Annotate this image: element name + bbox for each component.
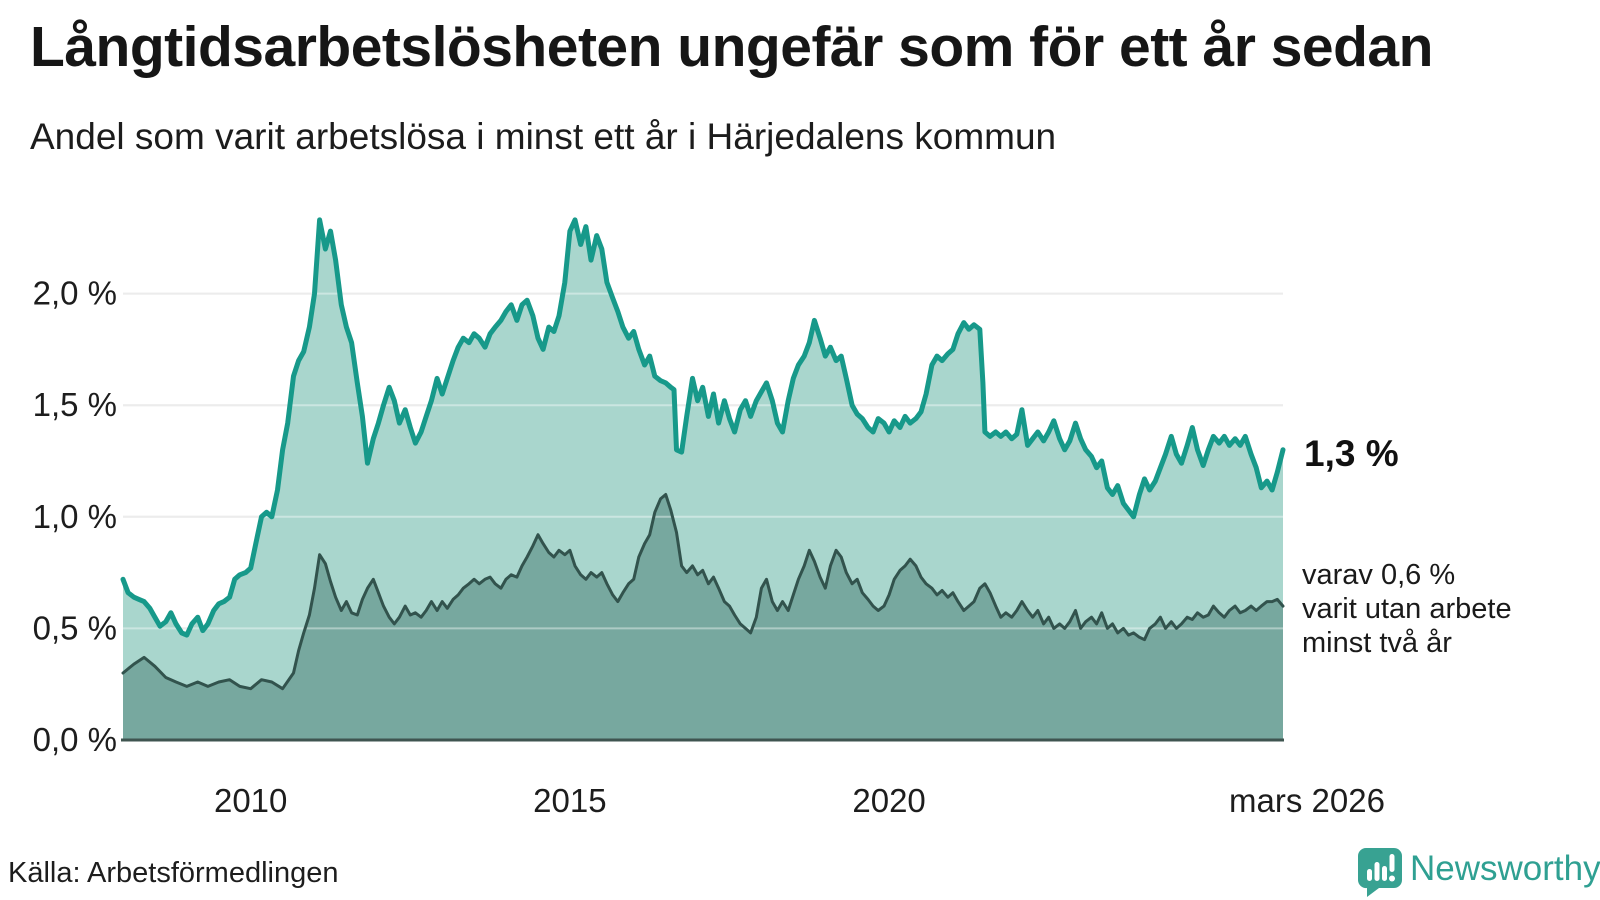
secondary-annotation-line: minst två år (1302, 627, 1452, 659)
secondary-series-annotation: varav 0,6 % varit utan arbete minst två … (1302, 558, 1512, 660)
area-fill-two-years (123, 494, 1283, 740)
secondary-annotation-line: varit utan arbete (1302, 593, 1512, 625)
y-axis-labels: 0,0 % 0,5 % 1,0 % 1,5 % 2,0 % (33, 275, 117, 758)
newsworthy-logo[interactable]: Newsworthy (1358, 845, 1600, 897)
svg-text:0,5 %: 0,5 % (33, 609, 117, 646)
chart-title: Långtidsarbetslösheten ungefär som för e… (30, 15, 1433, 79)
newsworthy-logo-text: Newsworthy (1410, 849, 1600, 888)
newsworthy-icon (1358, 848, 1402, 897)
x-axis-labels: 2010 2015 2020 mars 2026 (214, 782, 1385, 819)
svg-text:2020: 2020 (852, 782, 925, 819)
svg-text:mars 2026: mars 2026 (1229, 782, 1385, 819)
chart-subtitle: Andel som varit arbetslösa i minst ett å… (30, 116, 1057, 157)
series-line-one-year (120, 217, 1286, 638)
secondary-annotation-line: varav 0,6 % (1302, 559, 1456, 591)
svg-text:2010: 2010 (214, 782, 287, 819)
svg-text:2,0 %: 2,0 % (33, 275, 117, 312)
svg-text:0,0 %: 0,0 % (33, 721, 117, 758)
latest-value-label: 1,3 % (1304, 433, 1399, 474)
svg-text:1,0 %: 1,0 % (33, 498, 117, 535)
svg-text:1,5 %: 1,5 % (33, 386, 117, 423)
source-label: Källa: Arbetsförmedlingen (8, 857, 339, 889)
series-line-two-years (121, 493, 1285, 691)
svg-text:2015: 2015 (533, 782, 606, 819)
gridlines-overlay (123, 292, 1283, 630)
